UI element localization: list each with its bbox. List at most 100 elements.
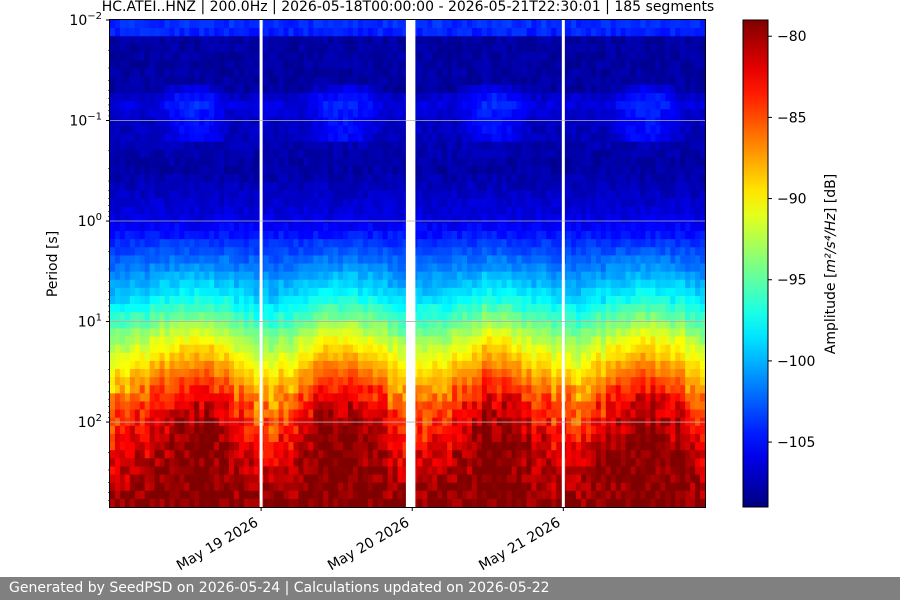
heatmap-cell (457, 117, 463, 127)
heatmap-cell (219, 117, 225, 127)
heatmap-cell (219, 409, 225, 419)
heatmap-cell (377, 231, 384, 240)
heatmap-cell (402, 498, 409, 508)
heatmap-cell (238, 125, 245, 135)
heatmap-cell (467, 344, 473, 354)
heatmap-cell (387, 450, 394, 459)
heatmap-cell (149, 328, 156, 338)
heatmap-cell (144, 117, 151, 127)
heatmap-cell (343, 84, 349, 94)
heatmap-cell (119, 271, 126, 281)
heatmap-cell (516, 490, 523, 500)
heatmap-cell (288, 498, 295, 508)
heatmap-cell (343, 287, 349, 297)
heatmap-cell (154, 190, 161, 200)
heatmap-cell (179, 101, 185, 110)
heatmap-cell (174, 52, 181, 62)
heatmap-cell (169, 312, 176, 321)
heatmap-cell (506, 369, 513, 378)
heatmap-cell (447, 76, 453, 86)
heatmap-cell (362, 328, 369, 338)
heatmap-cell (204, 458, 210, 468)
heatmap-cell (387, 295, 394, 305)
heatmap-cell (333, 401, 339, 411)
heatmap-cell (268, 125, 275, 135)
heatmap-cell (179, 482, 185, 492)
heatmap-cell (333, 182, 339, 192)
heatmap-cell (224, 214, 230, 224)
heatmap-cell (253, 125, 260, 135)
heatmap-cell (233, 36, 240, 45)
heatmap-cell (318, 198, 324, 208)
heatmap-cell (323, 166, 329, 175)
heatmap-cell (367, 482, 374, 492)
heatmap-cell (467, 352, 473, 362)
heatmap-cell (288, 125, 295, 135)
heatmap-cell (204, 206, 210, 216)
heatmap-cell (422, 442, 428, 451)
heatmap-cell (129, 36, 136, 45)
heatmap-cell (387, 231, 394, 240)
heatmap-cell (313, 247, 319, 256)
heatmap-cell (224, 304, 230, 313)
heatmap-cell (471, 166, 478, 175)
heatmap-cell (134, 279, 141, 289)
heatmap-cell (422, 352, 428, 362)
heatmap-cell (283, 401, 290, 411)
heatmap-cell (481, 117, 488, 127)
heatmap-cell (397, 182, 404, 192)
heatmap-cell (501, 198, 508, 208)
heatmap-cell (194, 149, 200, 159)
heatmap-cell (233, 482, 240, 492)
heatmap-cell (119, 60, 126, 70)
heatmap-cell (154, 442, 161, 451)
heatmap-cell (174, 304, 181, 313)
heatmap-cell (189, 247, 195, 256)
heatmap-cell (348, 344, 354, 354)
heatmap-cell (362, 93, 369, 102)
heatmap-cell (471, 36, 478, 45)
heatmap-cell (209, 401, 215, 411)
heatmap-cell (357, 93, 364, 102)
heatmap-cell (382, 101, 389, 110)
heatmap-cell (471, 174, 478, 183)
heatmap-cell (516, 157, 523, 167)
heatmap-cell (159, 68, 166, 78)
heatmap-cell (219, 401, 225, 411)
heatmap-cell (313, 133, 319, 143)
heatmap-cell (481, 409, 488, 419)
heatmap-cell (308, 133, 314, 143)
heatmap-cell (486, 490, 493, 500)
heatmap-cell (268, 109, 275, 118)
heatmap-cell (189, 328, 195, 338)
heatmap-cell (293, 304, 300, 313)
heatmap-cell (333, 442, 339, 451)
heatmap-cell (417, 239, 423, 248)
heatmap-cell (427, 287, 433, 297)
heatmap-cell (184, 401, 190, 411)
heatmap-cell (283, 149, 290, 159)
heatmap-cell (204, 60, 210, 70)
heatmap-cell (283, 20, 290, 29)
heatmap-cell (229, 369, 235, 378)
heatmap-cell (471, 133, 478, 143)
heatmap-cell (382, 279, 389, 289)
heatmap-cell (214, 377, 220, 386)
heatmap-cell (422, 287, 428, 297)
heatmap-cell (397, 44, 404, 54)
heatmap-cell (357, 360, 364, 370)
heatmap-cell (214, 157, 220, 167)
heatmap-cell (521, 141, 528, 151)
heatmap-cell (243, 490, 250, 500)
heatmap-cell (209, 377, 215, 386)
heatmap-cell (427, 28, 433, 37)
heatmap-cell (313, 271, 319, 281)
heatmap-cell (214, 149, 220, 159)
heatmap-cell (149, 76, 156, 86)
heatmap-cell (372, 450, 379, 459)
heatmap-cell (471, 369, 478, 378)
heatmap-cell (179, 28, 185, 37)
heatmap-cell (110, 360, 116, 370)
heatmap-cell (283, 393, 290, 403)
heatmap-cell (462, 133, 468, 143)
